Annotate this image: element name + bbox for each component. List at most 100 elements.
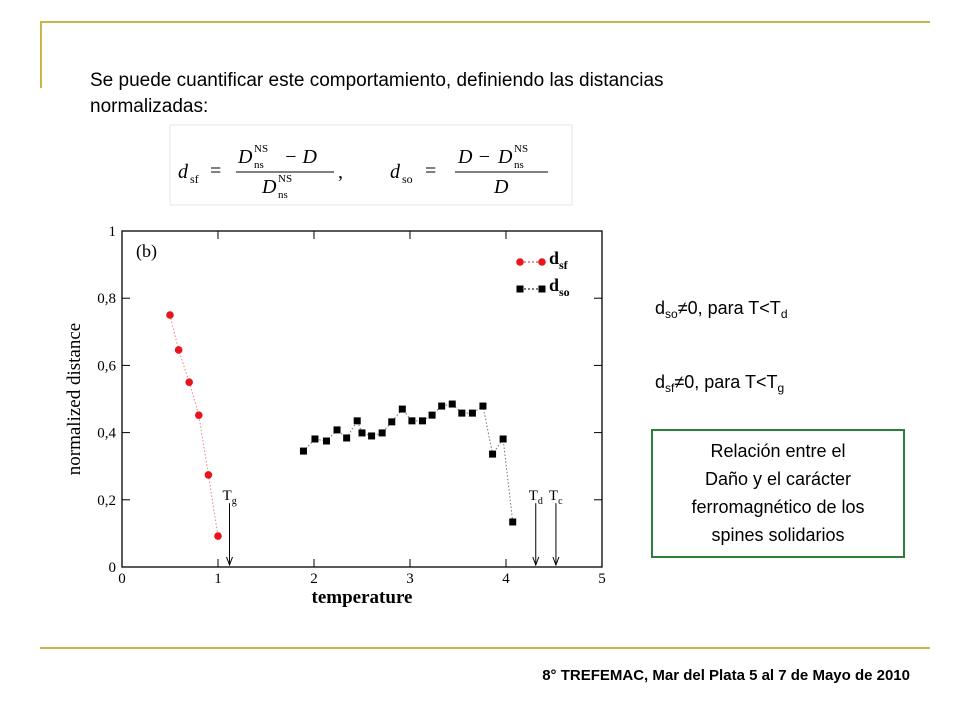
legend-sub: sf: [559, 258, 569, 272]
formula: d sf = D NS ns − D D NS ns , d so = D − …: [178, 143, 548, 201]
f: ns: [514, 159, 524, 171]
t: d: [655, 298, 665, 318]
point: [214, 532, 222, 540]
point: [398, 405, 406, 413]
annotation: Tc: [549, 488, 563, 507]
f: d: [178, 161, 189, 183]
legend-marker: [538, 285, 546, 293]
point: [204, 471, 213, 479]
annotation-text: T: [223, 488, 232, 504]
annotation-arrowhead: [552, 556, 560, 567]
y-tick-label: 0,4: [97, 426, 116, 442]
legend-name: d: [549, 248, 559, 268]
point: [299, 447, 307, 455]
point: [368, 432, 376, 440]
legend-name: d: [549, 275, 559, 295]
annotation-sub: d: [538, 496, 543, 507]
f: sf: [190, 172, 199, 186]
point: [458, 409, 466, 417]
legend-label: dso: [549, 275, 570, 299]
annotation: Td: [529, 488, 543, 507]
callout: Relación entre el: [710, 441, 845, 461]
annotation-arrowhead: [226, 556, 233, 567]
x-tick-label: 2: [310, 571, 318, 587]
t: g: [777, 381, 784, 395]
footer: 8° TREFEMAC, Mar del Plata 5 al 7 de May…: [542, 667, 910, 684]
panel-label: (b): [136, 241, 157, 262]
callout: Daño y el carácter: [705, 469, 851, 489]
y-tick-label: 1: [109, 224, 117, 240]
y-axis-label: normalized distance: [64, 323, 85, 475]
f: D: [497, 146, 513, 168]
f: − D: [284, 146, 317, 168]
f: D: [237, 146, 253, 168]
point: [353, 417, 361, 425]
x-axis-label: temperature: [312, 587, 413, 608]
annotation-arrowhead: [532, 556, 540, 567]
y-tick-label: 0,8: [97, 291, 116, 307]
callout: ferromagnético de los: [691, 497, 864, 517]
legend-marker: [538, 258, 546, 266]
point: [388, 418, 396, 426]
t: ≠0, para T<T: [674, 372, 777, 392]
t: d: [655, 372, 665, 392]
point: [311, 435, 319, 443]
f: D −: [457, 146, 491, 168]
formula-box: [169, 124, 573, 206]
note-so: dso≠0, para T<Td: [655, 298, 788, 321]
point: [468, 409, 476, 417]
series-line: [169, 314, 219, 537]
point: [185, 378, 193, 387]
f: ns: [254, 159, 264, 171]
t: so: [665, 307, 678, 321]
x-tick-label: 0: [118, 571, 126, 587]
f: D: [493, 176, 509, 198]
point: [166, 311, 174, 319]
chart: 0 1 2 3 4 5 0 0,2 0,4 0,6 0,8 1 temperature normalize…: [64, 224, 606, 608]
point: [418, 417, 426, 425]
series-line: [303, 403, 514, 523]
x-tick-label: 3: [406, 571, 414, 587]
callout-box: [651, 429, 905, 558]
annotation: Tg: [223, 488, 237, 507]
y-tick-label: 0,6: [97, 358, 116, 374]
point: [333, 426, 341, 434]
annotation-text: T: [529, 488, 538, 504]
point: [174, 346, 183, 354]
y-tick-label: 0: [109, 560, 117, 576]
point: [448, 400, 456, 408]
t: d: [781, 307, 788, 321]
y-tick-label: 0,2: [97, 493, 116, 509]
f: so: [402, 172, 413, 186]
point: [408, 417, 416, 425]
f: ns: [278, 189, 288, 201]
point: [358, 429, 366, 437]
point: [195, 411, 203, 419]
legend-marker: [516, 258, 524, 266]
t: ≠0, para T<T: [678, 298, 781, 318]
point: [378, 429, 386, 437]
annotation-text: T: [549, 488, 558, 504]
point: [322, 437, 330, 445]
f: NS: [254, 143, 268, 155]
note-sf: dsf≠0, para T<Tg: [655, 372, 784, 395]
callout: spines solidarios: [711, 525, 844, 545]
point: [438, 402, 446, 410]
f: ,: [338, 161, 343, 183]
t: sf: [665, 381, 675, 395]
point: [428, 411, 436, 419]
point: [489, 450, 497, 458]
plot-frame: [121, 230, 603, 568]
point: [343, 434, 351, 442]
point: [509, 518, 517, 526]
intro: Se puede cuantificar este comportamiento…: [90, 70, 664, 91]
annotation-sub: c: [558, 496, 563, 507]
f: NS: [514, 143, 528, 155]
legend-sub: so: [559, 285, 570, 299]
f: =: [425, 160, 436, 182]
x-tick-label: 1: [214, 571, 222, 587]
x-tick-label: 4: [502, 571, 510, 587]
legend-label: dsf: [549, 248, 569, 272]
f: D: [261, 176, 277, 198]
